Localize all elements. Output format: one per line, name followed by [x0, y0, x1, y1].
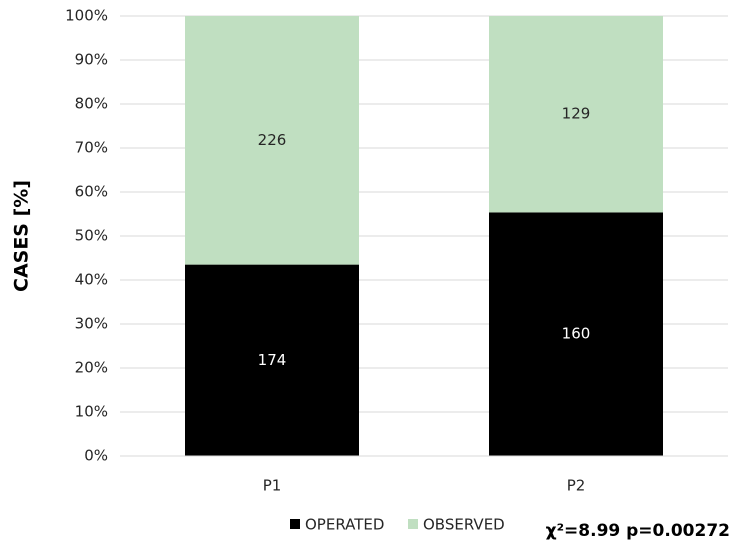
bar-segment	[489, 212, 663, 456]
annotation: χ²=8.99 p=0.00272	[546, 521, 730, 541]
y-tick-label: 10%	[75, 403, 108, 421]
legend-label: OPERATED	[305, 516, 384, 534]
y-tick-label: 80%	[75, 95, 108, 113]
data-label: 226	[258, 131, 287, 149]
legend-swatch	[408, 519, 418, 529]
y-tick-label: 60%	[75, 183, 108, 201]
legend-label: OBSERVED	[423, 516, 505, 534]
y-tick-label: 20%	[75, 359, 108, 377]
y-tick-label: 40%	[75, 271, 108, 289]
data-label: 160	[562, 325, 591, 343]
y-tick-label: 100%	[65, 7, 108, 25]
bar-segment	[185, 16, 359, 265]
y-axis-label: CASES [%]	[11, 180, 33, 292]
y-tick-label: 0%	[84, 447, 108, 465]
data-label: 174	[258, 351, 287, 369]
x-tick-label: P2	[567, 477, 586, 495]
y-tick-label: 30%	[75, 315, 108, 333]
y-tick-label: 50%	[75, 227, 108, 245]
y-tick-label: 90%	[75, 51, 108, 69]
data-label: 129	[562, 105, 591, 123]
bar-segment	[185, 264, 359, 456]
legend-swatch	[290, 519, 300, 529]
x-tick-label: P1	[263, 477, 282, 495]
bar-segment	[489, 16, 663, 213]
y-tick-label: 70%	[75, 139, 108, 157]
